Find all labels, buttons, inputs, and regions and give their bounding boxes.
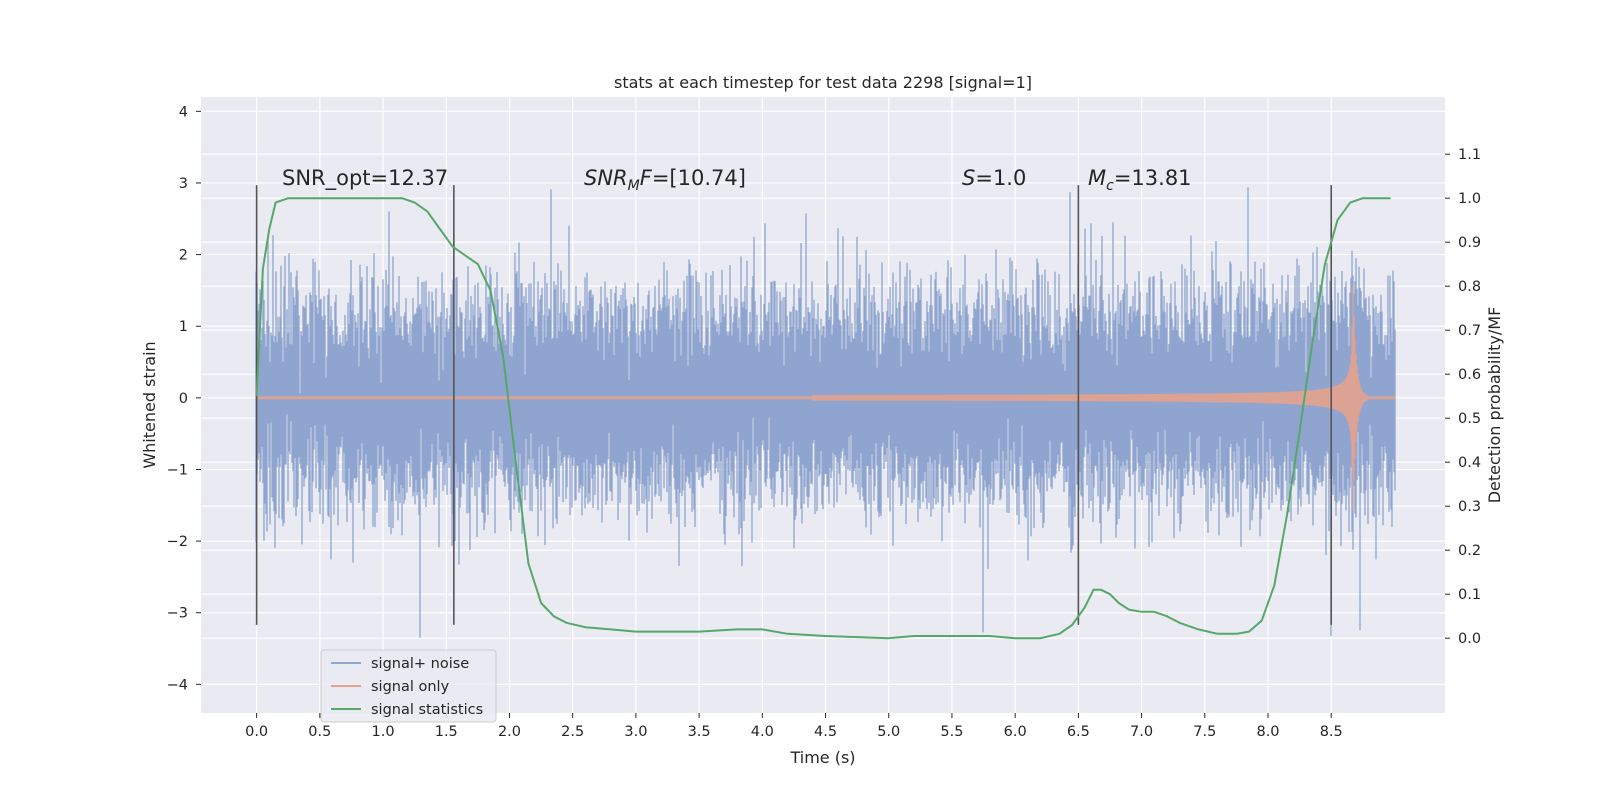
annotation-snr-mf: SNRMF=[10.74] — [584, 166, 746, 194]
y-tick-label-3: −1 — [167, 462, 188, 478]
x-tick-label-8: 4.0 — [751, 724, 774, 740]
x-tick-label-2: 1.0 — [372, 724, 395, 740]
legend-label-signal-only: signal only — [371, 679, 450, 695]
y-tick-label-5: 1 — [179, 319, 188, 335]
y-right-tick-label-0: 0.0 — [1458, 631, 1481, 647]
x-tick-label-6: 3.0 — [624, 724, 647, 740]
axis-ticks: 0.0 0.5 1.0 1.5 2.0 2.5 3.0 3.5 4.0 4.5 5.0 5.5 6.0 6… — [167, 104, 1481, 740]
x-tick-label-7: 3.5 — [688, 724, 711, 740]
x-tick-label-1: 0.5 — [308, 724, 331, 740]
y-right-tick-label-11: 1.1 — [1458, 147, 1481, 163]
vertical-markers — [255, 185, 1333, 625]
x-tick-label-12: 6.0 — [1004, 724, 1027, 740]
y-right-tick-label-4: 0.4 — [1458, 455, 1481, 471]
y-right-tick-label-9: 0.9 — [1458, 235, 1481, 251]
annotation-s: S=1.0 — [962, 166, 1026, 190]
chart-title: stats at each timestep for test data 229… — [614, 73, 1032, 92]
y-axis-label: Whitened strain — [140, 341, 159, 468]
x-tick-label-5: 2.5 — [561, 724, 584, 740]
x-tick-label-9: 4.5 — [814, 724, 837, 740]
annotation-mc: Mc=13.81 — [1088, 166, 1192, 194]
x-tick-label-10: 5.0 — [877, 724, 900, 740]
x-axis-label: Time (s) — [789, 748, 855, 767]
y-tick-label-4: 0 — [179, 391, 188, 407]
x-tick-label-0: 0.0 — [245, 724, 268, 740]
y-right-tick-label-6: 0.6 — [1458, 367, 1481, 383]
y-right-tick-label-1: 0.1 — [1458, 587, 1481, 603]
y-right-tick-label-5: 0.5 — [1458, 411, 1481, 427]
x-tick-label-13: 6.5 — [1067, 724, 1090, 740]
y-tick-label-0: −4 — [167, 677, 188, 693]
x-tick-label-3: 1.5 — [435, 724, 458, 740]
x-tick-label-4: 2.0 — [498, 724, 521, 740]
legend-box — [320, 649, 497, 723]
y-axis-right-label: Detection probability/MF — [1485, 307, 1504, 504]
legend: signal+ noise signal only signal statist… — [320, 649, 497, 723]
y-right-tick-label-2: 0.2 — [1458, 543, 1481, 559]
annotations: SNR_opt=12.37 SNRMF=[10.74] S=1.0 Mc=13.… — [282, 166, 1192, 194]
annotation-snr-opt: SNR_opt=12.37 — [282, 166, 448, 191]
legend-label-signal-statistics: signal statistics — [371, 702, 483, 718]
x-tick-label-11: 5.5 — [940, 724, 963, 740]
y-tick-label-6: 2 — [179, 248, 188, 264]
y-tick-label-8: 4 — [179, 104, 188, 120]
x-tick-label-14: 7.0 — [1130, 724, 1153, 740]
y-right-tick-label-8: 0.8 — [1458, 279, 1481, 295]
y-tick-label-7: 3 — [179, 176, 188, 192]
y-right-tick-label-7: 0.7 — [1458, 323, 1481, 339]
series-layer — [255, 185, 1396, 640]
x-tick-label-15: 7.5 — [1193, 724, 1216, 740]
y-tick-label-2: −2 — [167, 534, 188, 550]
y-right-tick-label-3: 0.3 — [1458, 499, 1481, 515]
y-right-tick-label-10: 1.0 — [1458, 191, 1481, 207]
y-tick-label-1: −3 — [167, 606, 188, 622]
x-tick-label-16: 8.0 — [1256, 724, 1279, 740]
legend-label-signal-noise: signal+ noise — [371, 656, 469, 672]
x-tick-label-17: 8.5 — [1320, 724, 1343, 740]
series-signal-statistics — [255, 197, 1391, 640]
